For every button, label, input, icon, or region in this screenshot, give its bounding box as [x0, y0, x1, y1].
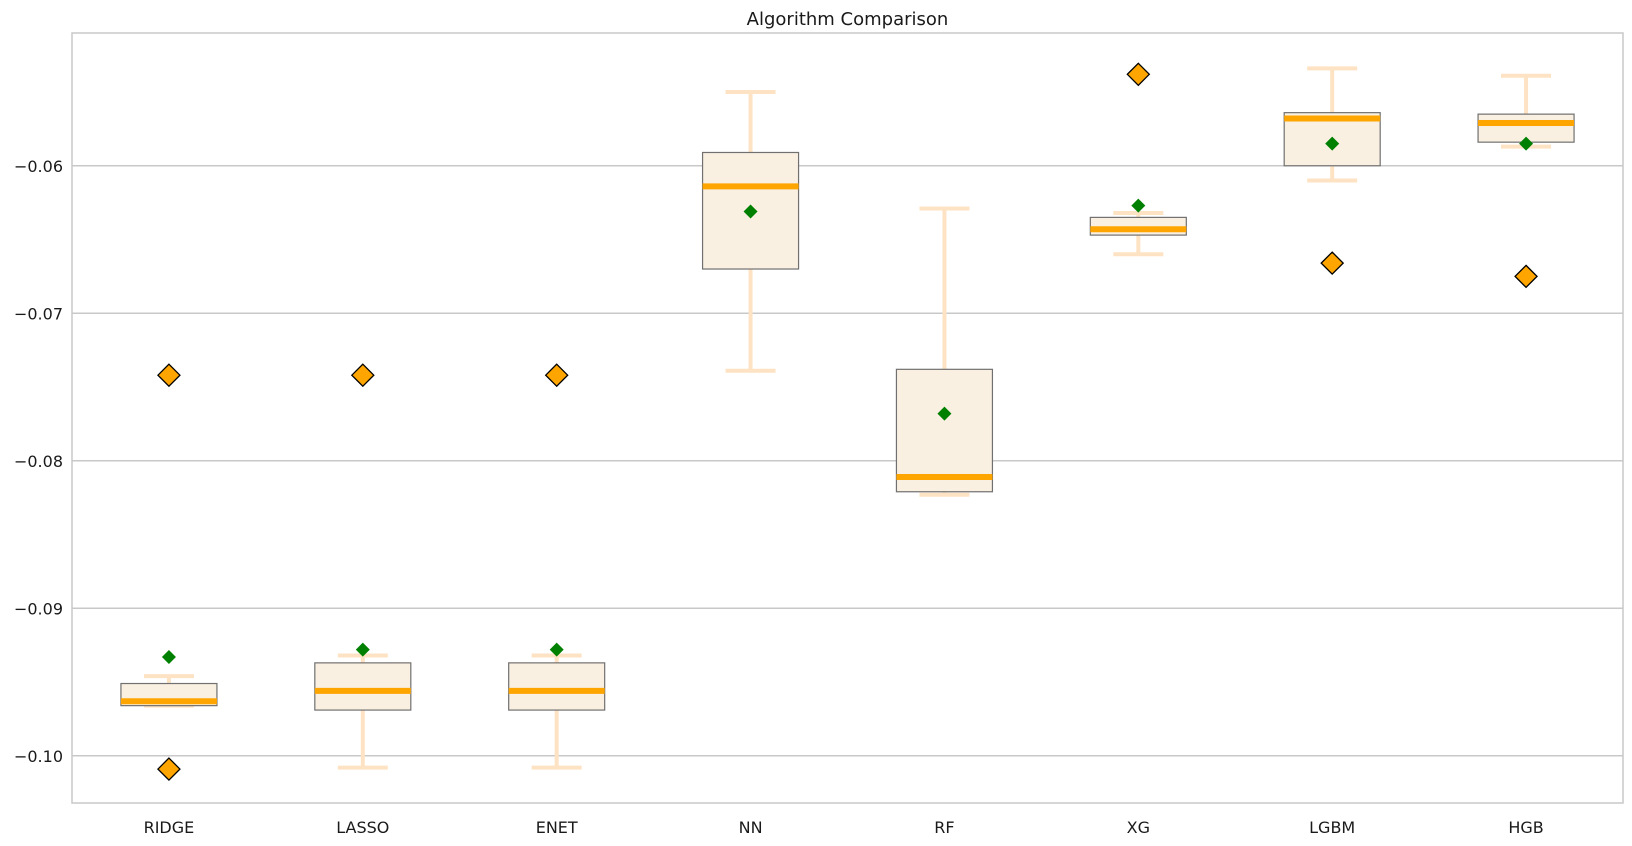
- x-tick-label: LGBM: [1309, 818, 1355, 837]
- outlier-marker: [157, 757, 181, 781]
- x-tick-label: LASSO: [336, 818, 389, 837]
- box-group-enet: [508, 363, 606, 770]
- box-group-rf: [895, 206, 994, 497]
- x-tick-label: HGB: [1508, 818, 1543, 837]
- mean-marker: [355, 642, 370, 657]
- mean-marker: [1325, 136, 1340, 151]
- outlier-marker: [544, 363, 569, 388]
- box-group-nn: [701, 90, 800, 373]
- outlier-marker: [1514, 264, 1538, 289]
- box-iqr: [314, 662, 412, 711]
- box-group-lasso: [314, 363, 412, 770]
- outlier-marker: [157, 363, 181, 388]
- mean-marker: [161, 649, 176, 664]
- box-group-lgbm: [1283, 66, 1381, 276]
- mean-marker: [937, 406, 952, 421]
- tick-layer: −0.06 −0.07 −0.08 −0.09 −0.10 RIDGE LASSO ENET N…: [14, 157, 1544, 837]
- outlier-marker: [350, 363, 375, 388]
- box-group-ridge: [120, 363, 218, 781]
- chart-title: Algorithm Comparison: [747, 9, 949, 30]
- y-tick-label: −0.06: [14, 157, 63, 176]
- y-tick-label: −0.07: [14, 304, 63, 323]
- outlier-marker: [1126, 62, 1151, 87]
- box-layer: [120, 62, 1575, 781]
- box-group-xg: [1089, 62, 1187, 257]
- mean-marker: [1519, 136, 1534, 151]
- y-tick-label: −0.09: [14, 599, 63, 618]
- x-tick-label: RIDGE: [144, 818, 195, 837]
- box-iqr: [508, 662, 606, 711]
- outlier-marker: [1320, 251, 1345, 276]
- plot-frame: [71, 32, 1624, 804]
- y-tick-label: −0.10: [14, 747, 63, 766]
- x-tick-label: NN: [739, 818, 763, 837]
- box-group-hgb: [1477, 73, 1575, 289]
- x-tick-label: XG: [1127, 818, 1150, 837]
- mean-marker: [1131, 198, 1146, 213]
- y-tick-label: −0.08: [14, 452, 63, 471]
- mean-marker: [549, 642, 564, 657]
- box-iqr: [895, 368, 994, 493]
- mean-marker: [743, 204, 758, 219]
- x-tick-label: RF: [934, 818, 954, 837]
- x-tick-label: ENET: [536, 818, 578, 837]
